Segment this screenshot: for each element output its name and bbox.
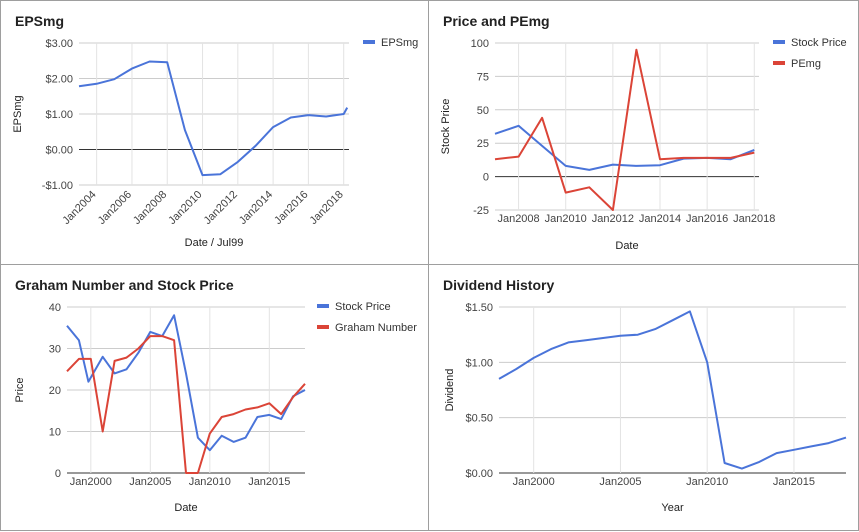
- x-tick-label: Jan2016: [272, 189, 310, 227]
- series-line-0: [66, 314, 306, 452]
- y-tick-label: 40: [49, 302, 61, 314]
- x-tick-label: Jan2010: [189, 476, 231, 488]
- price-pe-chart-svg: 100 75 50 25 0 -25 Jan2008 Jan2010 Jan2012 Jan201…: [440, 37, 847, 252]
- eps-chart-panel: EPSmg $3.00 $2.00 $1.00 $0.00 -$1.00 Jan2004 J…: [0, 0, 429, 265]
- x-tick-label: Jan2008: [497, 213, 539, 225]
- x-axis-label: Date: [174, 502, 197, 514]
- y-tick-label: 0: [483, 172, 489, 184]
- legend-label: EPSmg: [381, 37, 418, 49]
- x-axis-label: Date / Jul99: [185, 237, 244, 249]
- legend-swatch: [317, 325, 329, 329]
- y-tick-label: 75: [477, 71, 489, 83]
- x-tick-label: Jan2018: [733, 213, 775, 225]
- x-tick-label: Jan2015: [248, 476, 290, 488]
- x-tick-label: Jan2012: [592, 213, 634, 225]
- x-tick-label: Jan2016: [686, 213, 728, 225]
- y-tick-label: 100: [471, 38, 489, 50]
- y-tick-label: -$1.00: [42, 180, 73, 192]
- series-line-0: [78, 60, 349, 177]
- x-tick-label: Jan2010: [166, 189, 204, 227]
- legend-swatch: [773, 61, 785, 65]
- y-tick-label: 10: [49, 427, 61, 439]
- legend-label: PEmg: [791, 58, 821, 70]
- y-tick-label: 50: [477, 105, 489, 117]
- legend-swatch: [363, 40, 375, 44]
- x-tick-label: Jan2010: [545, 213, 587, 225]
- x-tick-label: Jan2005: [599, 476, 641, 488]
- legend-label: Stock Price: [335, 301, 391, 313]
- chart-title: Dividend History: [443, 277, 555, 293]
- x-tick-label: Jan2004: [60, 189, 98, 227]
- legend-label: Stock Price: [791, 37, 847, 49]
- series-line-1: [494, 48, 755, 211]
- y-tick-label: $2.00: [45, 74, 73, 86]
- x-tick-label: Jan2005: [129, 476, 171, 488]
- dividend-chart-panel: Dividend History $1.50 $1.00 $0.50 $0.00 Jan…: [428, 264, 859, 531]
- y-tick-label: $0.00: [465, 468, 493, 480]
- x-tick-label: Jan2000: [70, 476, 112, 488]
- y-tick-label: 30: [49, 344, 61, 356]
- y-tick-label: 20: [49, 385, 61, 397]
- y-tick-label: 25: [477, 138, 489, 150]
- x-tick-label: Jan2010: [686, 476, 728, 488]
- eps-chart-svg: $3.00 $2.00 $1.00 $0.00 -$1.00Jan2004Jan2006…: [12, 37, 418, 249]
- x-tick-label: Jan2015: [773, 476, 815, 488]
- legend-label: Graham Number: [335, 322, 417, 334]
- series-line-0: [498, 310, 847, 470]
- y-tick-label: $1.50: [465, 302, 493, 314]
- series-line-1: [66, 335, 306, 474]
- y-tick-label: $1.00: [465, 357, 493, 369]
- x-tick-label: Jan2012: [202, 189, 240, 227]
- y-tick-label: $0.00: [45, 145, 73, 157]
- y-tick-label: 0: [55, 468, 61, 480]
- y-axis-label: Price: [14, 377, 26, 402]
- graham-chart-panel: Graham Number and Stock Price 40 30 20 10 0 J…: [0, 264, 429, 531]
- chart-title: Price and PEmg: [443, 13, 550, 29]
- x-axis-label: Year: [661, 502, 684, 514]
- y-tick-label: -25: [473, 205, 489, 217]
- chart-title: EPSmg: [15, 13, 65, 29]
- x-tick-label: Jan2000: [513, 476, 555, 488]
- graham-chart-svg: 40 30 20 10 0 Jan2000 Jan2005 Jan2010 Jan2015 Dat…: [14, 301, 417, 514]
- legend-swatch: [317, 304, 329, 308]
- y-tick-label: $3.00: [45, 38, 73, 50]
- chart-title: Graham Number and Stock Price: [15, 277, 234, 293]
- x-tick-label: Jan2014: [639, 213, 681, 225]
- x-tick-label: Jan2006: [96, 189, 134, 227]
- y-tick-label: $0.50: [465, 413, 493, 425]
- x-axis-label: Date: [615, 240, 638, 252]
- y-axis-label: EPSmg: [12, 95, 24, 132]
- y-axis-label: Dividend: [444, 369, 456, 412]
- x-tick-label: Jan2014: [237, 189, 275, 227]
- x-tick-label: Jan2008: [131, 189, 169, 227]
- y-axis-label: Stock Price: [440, 99, 452, 155]
- price-pe-chart-panel: Price and PEmg 100 75 50 25 0 -25 Jan2008 Jan20…: [428, 0, 859, 265]
- legend-swatch: [773, 40, 785, 44]
- x-tick-label: Jan2018: [307, 189, 345, 227]
- dividend-chart-svg: $1.50 $1.00 $0.50 $0.00 Jan2000 Jan2005 Jan201…: [444, 302, 847, 514]
- y-tick-label: $1.00: [45, 109, 73, 121]
